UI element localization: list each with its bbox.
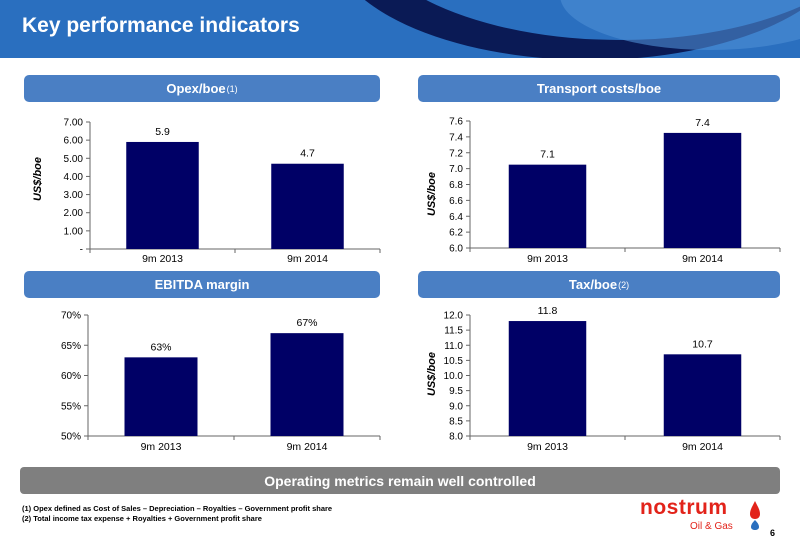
ebitda-y-tick-label: 60% bbox=[61, 371, 81, 382]
opex-y-tick-label: 3.00 bbox=[64, 190, 84, 201]
header-banner: Key performance indicators bbox=[0, 0, 800, 58]
tax-category-label: 9m 2014 bbox=[682, 441, 723, 453]
tax-y-tick-label: 10.0 bbox=[444, 371, 464, 382]
transport-y-tick-label: 6.2 bbox=[449, 228, 463, 239]
ebitda-y-tick-label: 50% bbox=[61, 432, 81, 443]
transport-y-tick-label: 6.6 bbox=[449, 196, 463, 207]
opex-y-tick-label: 6.00 bbox=[64, 136, 84, 147]
tax-title-text: Tax/boe bbox=[568, 277, 618, 292]
ebitda-value-label: 63% bbox=[150, 341, 171, 353]
ebitda-value-label: 67% bbox=[296, 317, 317, 329]
tax-y-tick-label: 9.0 bbox=[449, 401, 463, 412]
opex-y-tick-label: 2.00 bbox=[64, 208, 84, 219]
tax-y-tick-label: 11.5 bbox=[444, 326, 463, 337]
transport-y-tick-label: 6.8 bbox=[449, 180, 463, 191]
opex-title-sup: (1) bbox=[226, 83, 238, 94]
footnote-2: (2) Total income tax expense + Royalties… bbox=[22, 514, 262, 523]
opex-value-label: 4.7 bbox=[300, 148, 315, 160]
transport-y-tick-label: 7.6 bbox=[449, 117, 463, 128]
footnotes: (1) Opex defined as Cost of Sales – Depr… bbox=[22, 504, 332, 524]
ebitda-panel-title: EBITDA margin bbox=[24, 271, 380, 298]
tax-y-tick-label: 11.0 bbox=[444, 341, 463, 352]
opex-value-label: 5.9 bbox=[155, 126, 170, 138]
tax-y-tick-label: 8.5 bbox=[449, 416, 463, 427]
tax-y-tick-label: 12.0 bbox=[444, 311, 464, 322]
conclusion-banner: Operating metrics remain well controlled bbox=[20, 467, 780, 494]
drop-flame-icon bbox=[750, 501, 760, 530]
opex-title-text: Opex/boe bbox=[166, 81, 226, 96]
transport-y-tick-label: 6.4 bbox=[449, 212, 463, 223]
ebitda-title-text: EBITDA margin bbox=[154, 277, 250, 292]
tax-panel-title: Tax/boe (2) bbox=[418, 271, 780, 298]
opex-y-tick-label: - bbox=[80, 245, 83, 256]
tax-y-axis-label: US$/boe bbox=[426, 352, 438, 397]
opex-category-label: 9m 2013 bbox=[142, 253, 183, 265]
tax-y-tick-label: 10.5 bbox=[444, 356, 464, 367]
opex-y-axis-label: US$/boe bbox=[32, 157, 44, 202]
ebitda-y-tick-label: 65% bbox=[61, 341, 81, 352]
transport-y-tick-label: 6.0 bbox=[449, 244, 463, 255]
page-number: 6 bbox=[770, 528, 776, 538]
logo-wordmark: nostrum bbox=[640, 496, 728, 519]
tax-y-tick-label: 8.0 bbox=[449, 432, 463, 443]
tax-value-label: 10.7 bbox=[692, 338, 713, 350]
opex-bar bbox=[126, 141, 199, 249]
opex-y-tick-label: 1.00 bbox=[64, 226, 84, 237]
footnote-1: (1) Opex defined as Cost of Sales – Depr… bbox=[22, 504, 333, 513]
opex-y-tick-label: 5.00 bbox=[64, 154, 84, 165]
page-title: Key performance indicators bbox=[22, 14, 300, 37]
transport-category-label: 9m 2013 bbox=[527, 253, 568, 265]
opex-y-tick-label: 7.00 bbox=[64, 118, 84, 129]
tax-title-sup: (2) bbox=[618, 279, 630, 290]
tax-category-label: 9m 2013 bbox=[527, 441, 568, 453]
opex-y-tick-label: 4.00 bbox=[64, 172, 84, 183]
opex-panel-title: Opex/boe (1) bbox=[24, 75, 380, 102]
ebitda-bar bbox=[124, 357, 198, 436]
tax-value-label: 11.8 bbox=[538, 305, 558, 317]
ebitda-category-label: 9m 2014 bbox=[287, 441, 328, 453]
tax-y-tick-label: 9.5 bbox=[449, 386, 463, 397]
transport-panel-title: Transport costs/boe bbox=[418, 75, 780, 102]
tax-bar bbox=[663, 354, 742, 436]
transport-title-text: Transport costs/boe bbox=[536, 81, 662, 96]
transport-value-label: 7.4 bbox=[695, 117, 710, 129]
transport-y-tick-label: 7.4 bbox=[449, 132, 463, 143]
ebitda-bar bbox=[270, 333, 344, 436]
transport-bar bbox=[663, 132, 742, 248]
transport-y-tick-label: 7.2 bbox=[449, 148, 463, 159]
opex-bar bbox=[271, 163, 344, 249]
transport-category-label: 9m 2014 bbox=[682, 253, 723, 265]
transport-bar bbox=[508, 164, 587, 248]
ebitda-y-tick-label: 70% bbox=[61, 311, 81, 322]
ebitda-y-tick-label: 55% bbox=[61, 401, 81, 412]
transport-y-tick-label: 7.0 bbox=[449, 164, 463, 175]
tax-bar bbox=[508, 321, 587, 436]
opex-category-label: 9m 2014 bbox=[287, 253, 328, 265]
logo-subtitle: Oil & Gas bbox=[690, 521, 733, 532]
company-logo: nostrum Oil & Gas bbox=[640, 496, 770, 536]
ebitda-category-label: 9m 2013 bbox=[141, 441, 182, 453]
transport-value-label: 7.1 bbox=[540, 149, 555, 161]
transport-y-axis-label: US$/boe bbox=[426, 172, 438, 217]
